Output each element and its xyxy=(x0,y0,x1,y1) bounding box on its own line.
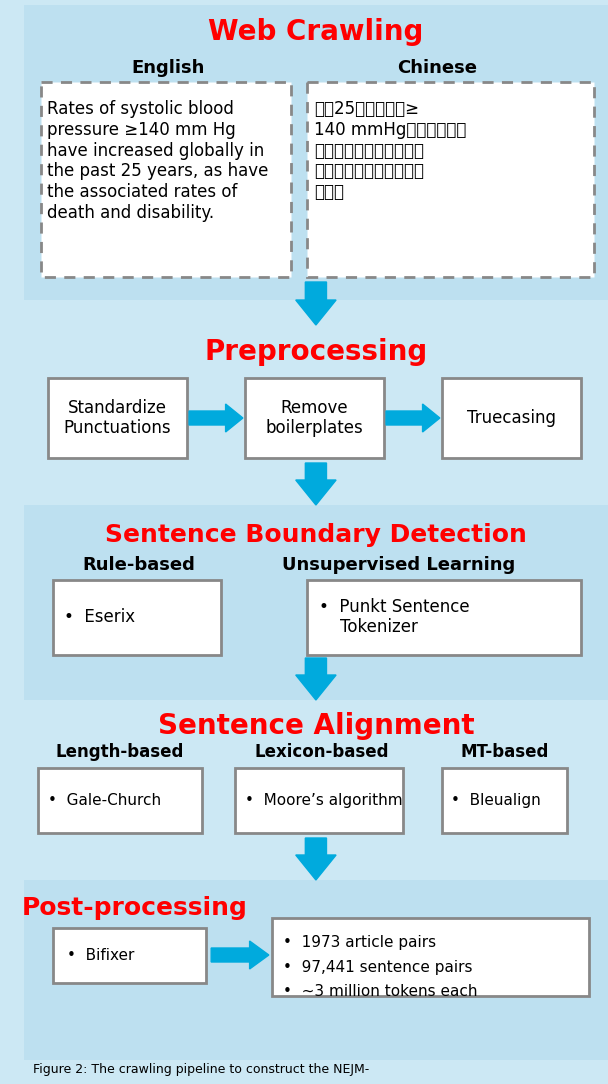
Text: Chinese: Chinese xyxy=(397,59,477,77)
FancyBboxPatch shape xyxy=(41,82,291,278)
FancyBboxPatch shape xyxy=(48,378,187,459)
Polygon shape xyxy=(295,463,336,505)
Text: Web Crawling: Web Crawling xyxy=(208,18,424,46)
Polygon shape xyxy=(295,838,336,880)
Bar xyxy=(24,700,608,920)
Text: Sentence Alignment: Sentence Alignment xyxy=(157,712,474,740)
FancyBboxPatch shape xyxy=(235,767,403,833)
Text: Standardize
Punctuations: Standardize Punctuations xyxy=(64,399,171,438)
Bar xyxy=(24,505,608,750)
Polygon shape xyxy=(211,941,269,969)
Text: Figure 2: The crawling pipeline to construct the NEJM-: Figure 2: The crawling pipeline to const… xyxy=(33,1063,370,1076)
Polygon shape xyxy=(295,282,336,325)
FancyBboxPatch shape xyxy=(442,767,567,833)
FancyBboxPatch shape xyxy=(307,82,593,278)
Text: Preprocessing: Preprocessing xyxy=(204,338,427,366)
Text: Rates of systolic blood
pressure ≥140 mm Hg
have increased globally in
the past : Rates of systolic blood pressure ≥140 mm… xyxy=(47,100,268,222)
Text: Unsupervised Learning: Unsupervised Learning xyxy=(282,556,515,575)
Polygon shape xyxy=(386,404,440,433)
Text: Remove
boilerplates: Remove boilerplates xyxy=(266,399,364,438)
Text: •  Bifixer: • Bifixer xyxy=(67,947,134,963)
FancyBboxPatch shape xyxy=(245,378,384,459)
Text: •  Bleualign: • Bleualign xyxy=(451,793,541,808)
FancyBboxPatch shape xyxy=(38,767,202,833)
Text: •  Moore’s algorithm: • Moore’s algorithm xyxy=(245,793,402,808)
FancyBboxPatch shape xyxy=(442,378,581,459)
Text: Post-processing: Post-processing xyxy=(21,896,247,920)
Text: Lexicon-based: Lexicon-based xyxy=(254,743,389,761)
Bar xyxy=(24,880,608,1060)
Text: •  Eserix: • Eserix xyxy=(64,608,136,625)
Text: Sentence Boundary Detection: Sentence Boundary Detection xyxy=(105,522,527,547)
Text: Length-based: Length-based xyxy=(56,743,184,761)
FancyBboxPatch shape xyxy=(53,580,221,655)
Text: •  Punkt Sentence
    Tokenizer: • Punkt Sentence Tokenizer xyxy=(319,597,469,636)
Bar xyxy=(24,325,608,500)
FancyBboxPatch shape xyxy=(307,580,581,655)
FancyBboxPatch shape xyxy=(272,918,589,996)
Text: Truecasing: Truecasing xyxy=(467,409,556,427)
Text: English: English xyxy=(131,59,205,77)
Text: 过去25年间收缩压≥
140 mmHg的比例在全球
范围内有所上升，相关的
死亡率和失能比例也有所
上升。: 过去25年间收缩压≥ 140 mmHg的比例在全球 范围内有所上升，相关的 死亡… xyxy=(314,100,466,202)
Polygon shape xyxy=(295,658,336,700)
Polygon shape xyxy=(189,404,243,433)
Text: MT-based: MT-based xyxy=(460,743,548,761)
Bar xyxy=(24,5,608,300)
FancyBboxPatch shape xyxy=(53,928,206,983)
Text: Rule-based: Rule-based xyxy=(83,556,196,575)
Text: •  Gale-Church: • Gale-Church xyxy=(48,793,161,808)
Text: •  1973 article pairs
•  97,441 sentence pairs
•  ~3 million tokens each: • 1973 article pairs • 97,441 sentence p… xyxy=(283,935,478,999)
